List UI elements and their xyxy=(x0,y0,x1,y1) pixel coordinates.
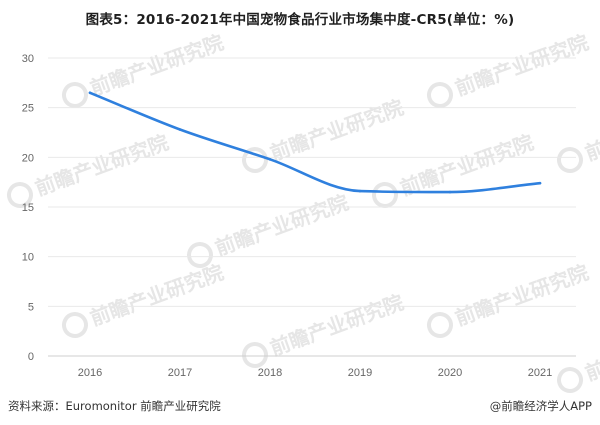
watermark-logo: 前瞻产业研究院 xyxy=(427,30,592,108)
watermark-logo: 前瞻产业研究院 xyxy=(557,315,600,393)
watermark-logo: 前瞻产业研究院 xyxy=(557,95,600,173)
credit-note: @前瞻经济学人APP xyxy=(489,399,592,413)
svg-text:前瞻产业研究院: 前瞻产业研究院 xyxy=(87,30,227,100)
svg-text:前瞻产业研究院: 前瞻产业研究院 xyxy=(212,190,352,260)
svg-text:前瞻产业研究院: 前瞻产业研究院 xyxy=(267,290,407,360)
svg-text:前瞻产业研究院: 前瞻产业研究院 xyxy=(267,95,407,165)
source-note: 资料来源：Euromonitor 前瞻产业研究院 xyxy=(8,399,221,413)
y-tick-label: 0 xyxy=(28,351,34,363)
chart-title: 图表5：2016-2021年中国宠物食品行业市场集中度-CR5(单位：%) xyxy=(85,12,515,28)
data-point xyxy=(178,128,182,131)
svg-text:前瞻产业研究院: 前瞻产业研究院 xyxy=(397,130,537,200)
watermark-logo: 前瞻产业研究院 xyxy=(242,95,407,173)
y-tick-label: 20 xyxy=(22,152,34,164)
watermark-logo: 前瞻产业研究院 xyxy=(242,290,407,368)
watermark-logo: 前瞻产业研究院 xyxy=(7,130,172,208)
x-tick-label: 2021 xyxy=(528,367,552,379)
data-point xyxy=(88,91,92,95)
svg-text:前瞻产业研究院: 前瞻产业研究院 xyxy=(452,260,592,330)
x-tick-label: 2017 xyxy=(168,367,192,379)
y-tick-label: 15 xyxy=(22,202,34,214)
svg-text:前瞻产业研究院: 前瞻产业研究院 xyxy=(582,95,600,165)
y-tick-label: 5 xyxy=(28,301,34,313)
y-tick-label: 25 xyxy=(22,103,34,115)
watermark-logo: 前瞻产业研究院 xyxy=(187,190,352,268)
watermark-logo: 前瞻产业研究院 xyxy=(62,260,227,338)
y-axis-ticks: 0 5 10 15 20 25 30 xyxy=(22,53,34,363)
x-tick-label: 2016 xyxy=(78,367,102,379)
x-tick-label: 2019 xyxy=(348,367,372,379)
x-tick-label: 2020 xyxy=(438,367,462,379)
watermark-logo: 前瞻产业研究院 xyxy=(372,130,537,208)
gridlines xyxy=(48,57,576,357)
data-point xyxy=(268,158,272,161)
x-axis-ticks: 2016 2017 2018 2019 2020 2021 xyxy=(78,367,552,379)
y-tick-label: 10 xyxy=(22,252,34,264)
svg-text:前瞻产业研究院: 前瞻产业研究院 xyxy=(32,130,172,200)
x-tick-label: 2018 xyxy=(258,367,282,379)
svg-text:前瞻产业研究院: 前瞻产业研究院 xyxy=(452,30,592,100)
svg-text:前瞻产业研究院: 前瞻产业研究院 xyxy=(582,315,600,385)
watermark-layer: 前瞻产业研究院前瞻产业研究院前瞻产业研究院前瞻产业研究院前瞻产业研究院前瞻产业研… xyxy=(7,30,600,393)
watermark-logo: 前瞻产业研究院 xyxy=(62,30,227,108)
series-line xyxy=(88,91,542,194)
svg-text:前瞻产业研究院: 前瞻产业研究院 xyxy=(87,260,227,330)
data-point xyxy=(538,181,542,185)
series-layer xyxy=(88,91,542,194)
data-point xyxy=(358,189,362,193)
data-point xyxy=(448,190,452,194)
y-tick-label: 30 xyxy=(22,53,34,65)
watermark-logo: 前瞻产业研究院 xyxy=(427,260,592,338)
